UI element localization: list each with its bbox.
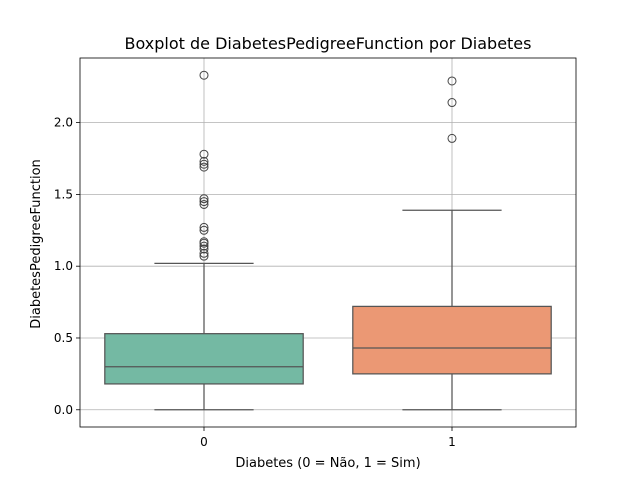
y-tick-label: 1.0 [54, 259, 73, 273]
outlier-point [199, 149, 209, 159]
box-0 [104, 333, 304, 385]
outlier-point [199, 194, 209, 204]
outlier-point [199, 159, 209, 169]
x-tick-label: 1 [448, 435, 456, 449]
outlier-point [199, 162, 209, 172]
y-tick-label: 2.0 [54, 116, 73, 130]
outlier-point [199, 199, 209, 209]
x-axis-label: Diabetes (0 = Não, 1 = Sim) [235, 456, 420, 471]
outlier-point [447, 76, 457, 86]
plot-frame [79, 57, 577, 428]
chart-title: Boxplot de DiabetesPedigreeFunction por … [125, 34, 532, 53]
y-tick-label: 0.0 [54, 403, 73, 417]
outlier-point [199, 244, 209, 254]
outlier-point [199, 70, 209, 80]
outlier-point [199, 237, 209, 247]
y-axis-label: DiabetesPedigreeFunction [29, 159, 44, 329]
outlier-point [447, 98, 457, 108]
outlier-point [199, 156, 209, 166]
plot-area: 0.0 0.5 1.0 1.5 2.0 0 1 [54, 57, 577, 449]
box-1 [352, 305, 552, 375]
outlier-point [447, 133, 457, 143]
outlier-point [199, 222, 209, 232]
x-tick-label: 0 [200, 435, 208, 449]
outlier-point [199, 241, 209, 251]
outlier-point [199, 197, 209, 207]
outlier-point [199, 225, 209, 235]
outlier-point [199, 248, 209, 258]
y-tick-label: 0.5 [54, 331, 73, 345]
outlier-point [199, 251, 209, 261]
y-tick-label: 1.5 [54, 187, 73, 201]
